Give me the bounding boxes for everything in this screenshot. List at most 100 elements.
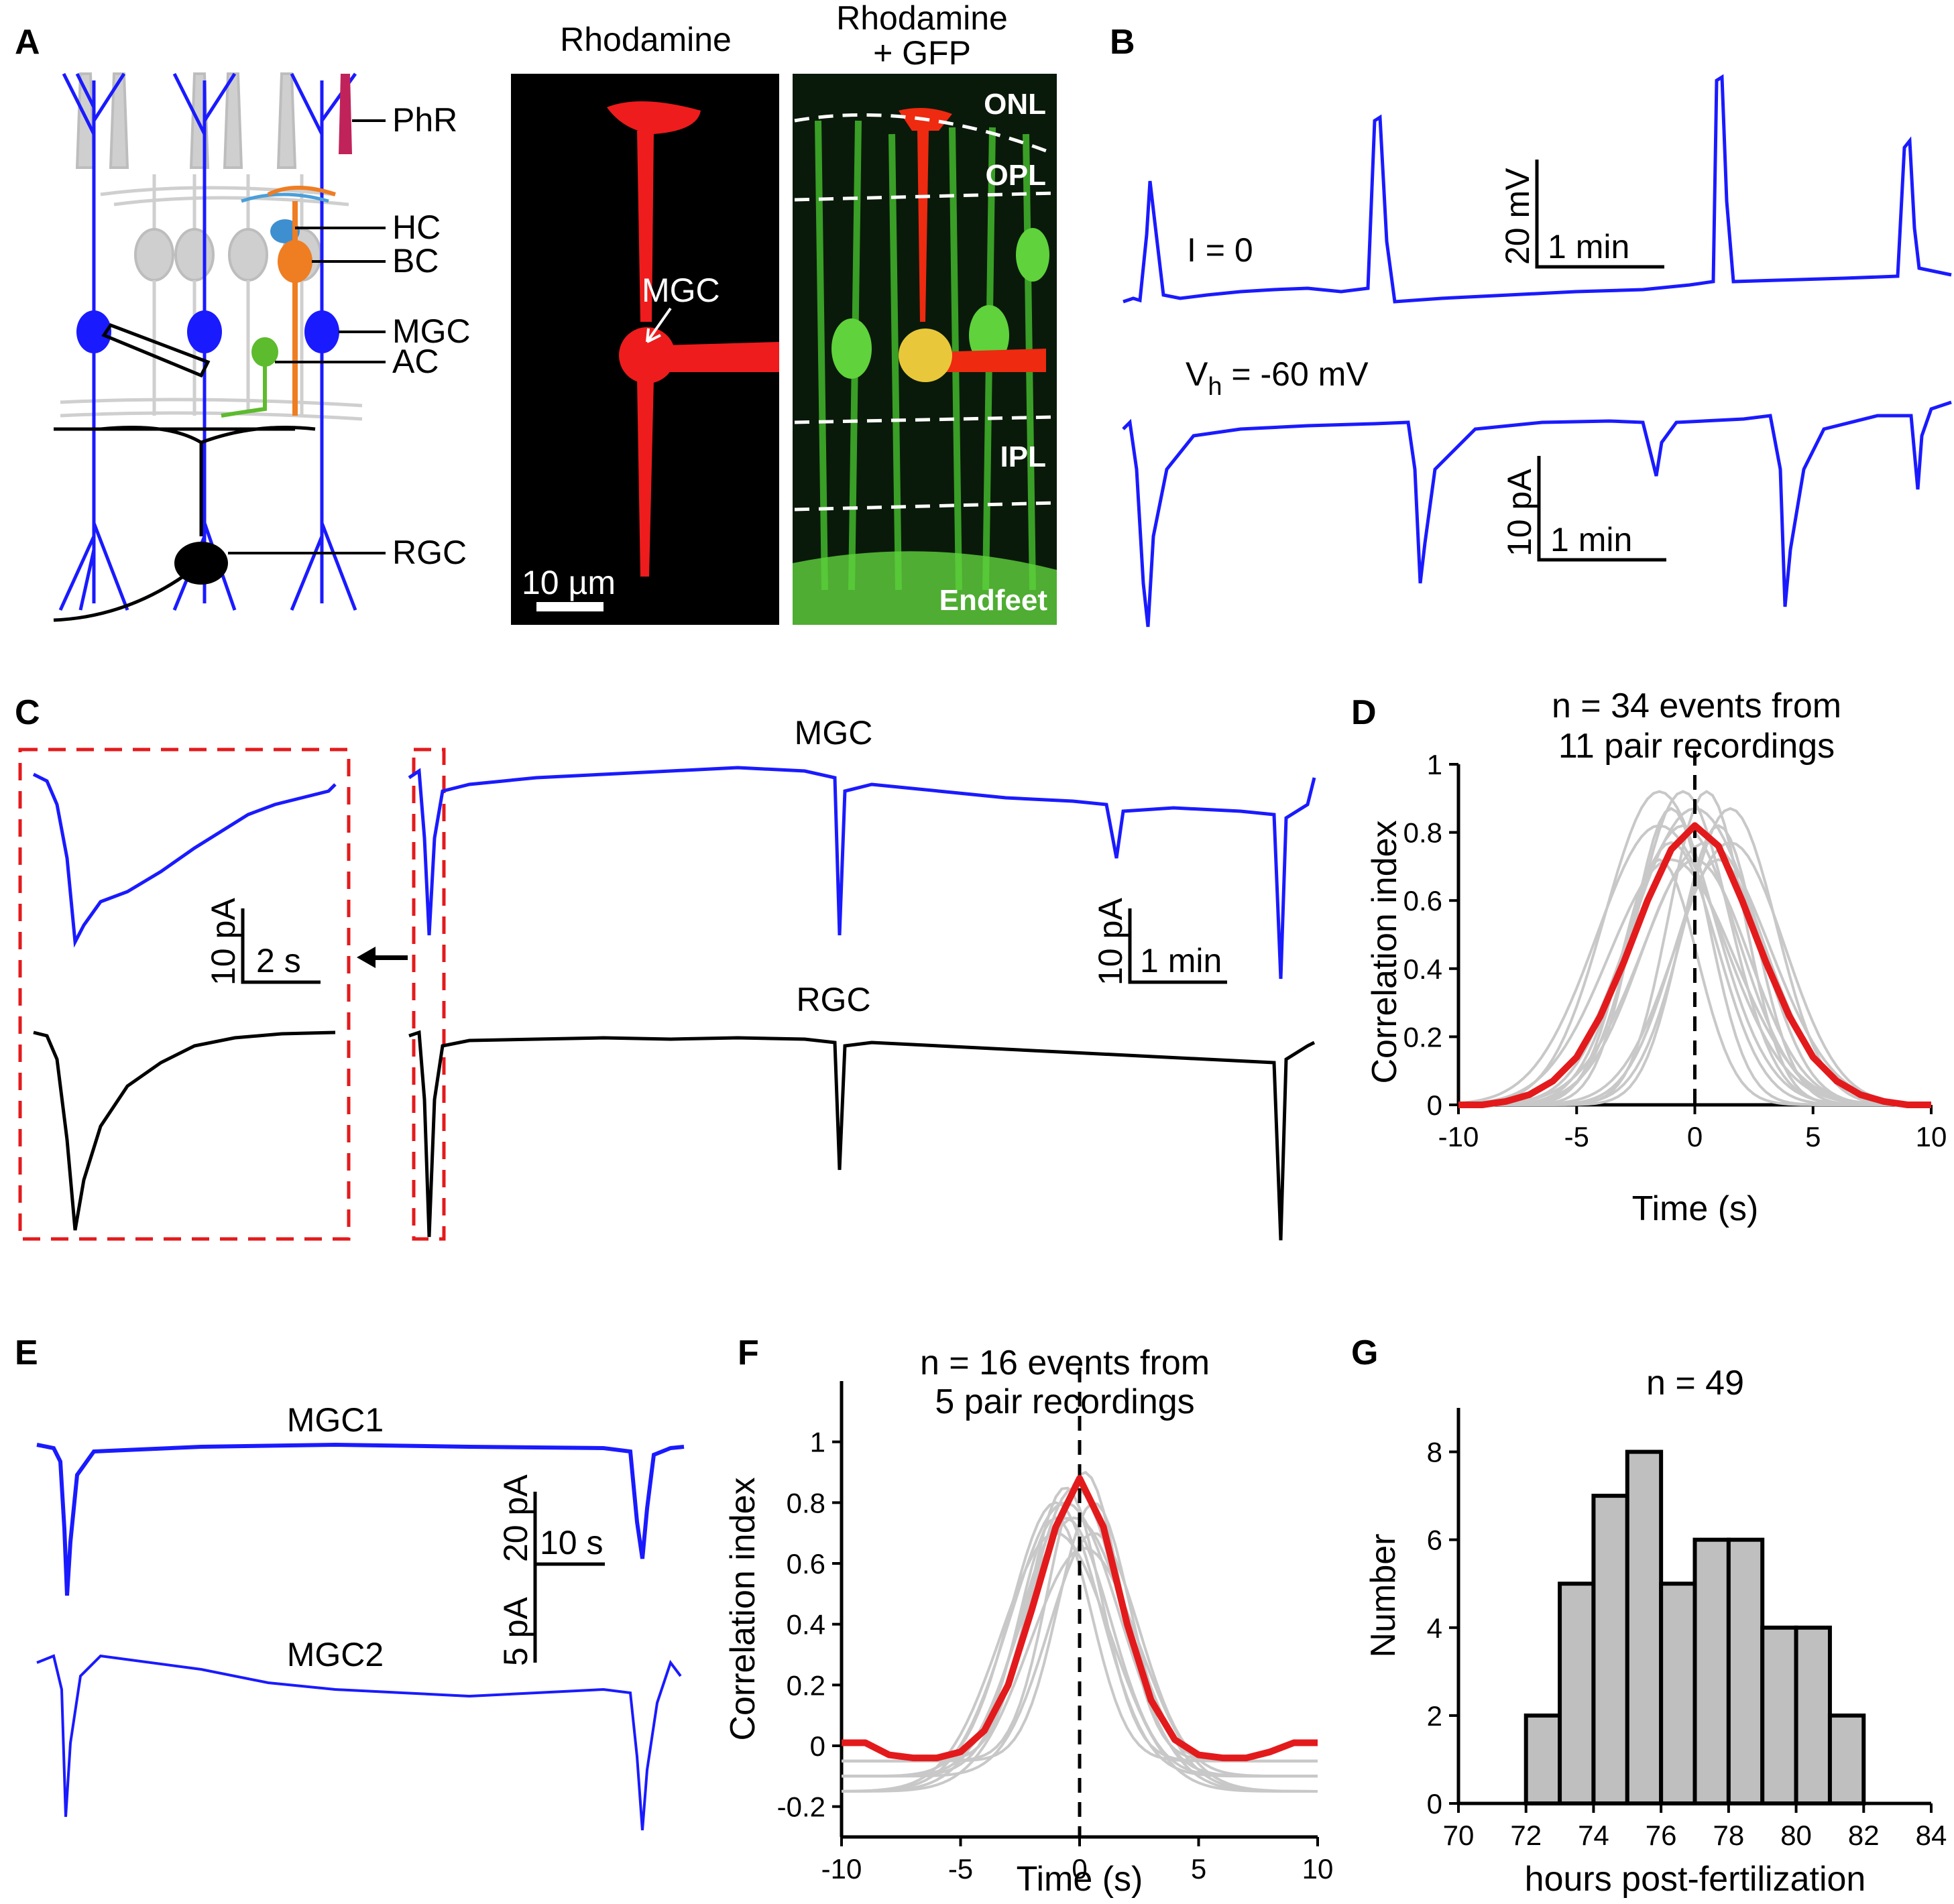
f-xlabel: Time (s) — [1017, 1860, 1143, 1899]
e-scale-y2: 5 pA — [497, 1596, 534, 1666]
chart-g-x-tick-label: 70 — [1443, 1820, 1475, 1851]
chart-f-individual-trace — [841, 1501, 1318, 1793]
chart-g-y-tick-label: 8 — [1427, 1437, 1442, 1468]
chart-d-y-tick-label: 0.6 — [1403, 885, 1442, 916]
b-scale-top-y: 20 mV — [1499, 168, 1536, 265]
b-current-clamp-trace — [1123, 74, 1952, 304]
chart-d-y-tick-label: 0.8 — [1403, 817, 1442, 849]
chart-f-x-tick-label: 5 — [1191, 1853, 1206, 1885]
c-zoom-box — [412, 748, 446, 1241]
panel-label-g: G — [1351, 1333, 1378, 1372]
chart-g-x-tick-label: 72 — [1510, 1820, 1542, 1851]
chart-f-y-tick-label: 0.6 — [787, 1548, 825, 1580]
chart-d-y-tick-label: 0 — [1427, 1089, 1442, 1121]
histogram-bar — [1827, 1713, 1866, 1806]
histogram-bar — [1625, 1449, 1664, 1806]
chart-d-y-tick-label: 0.4 — [1403, 953, 1442, 985]
chart-g-x-tick-label: 74 — [1578, 1820, 1609, 1851]
label-mgc: MGC — [392, 312, 471, 350]
b-scale-bottom-x: 1 min — [1550, 521, 1632, 558]
b-vh-sub: h — [1208, 373, 1222, 401]
merge-title-line2: + GFP — [873, 34, 971, 72]
b-vh-main: V — [1186, 355, 1208, 393]
histogram-bar — [1558, 1582, 1596, 1805]
histogram-bar — [1692, 1537, 1731, 1806]
b-i-zero-label: I = 0 — [1187, 231, 1253, 269]
chart-g-y-tick-label: 0 — [1427, 1788, 1442, 1820]
f-annotation-1: n = 16 events from — [920, 1344, 1210, 1382]
c-inset-mgc-trace — [32, 772, 337, 948]
panel-label-c: C — [15, 693, 40, 732]
chart-f-y-tick-label: 0.8 — [787, 1487, 825, 1519]
label-ac: AC — [392, 343, 439, 380]
histogram-bar — [1760, 1625, 1798, 1806]
chart-f-x-tick-label: -5 — [948, 1853, 973, 1885]
b-vh-value: = -60 mV — [1222, 355, 1369, 393]
d-annotation-1: n = 34 events from — [1552, 687, 1841, 725]
chart-g: n = 49 hours post-fertilization Number 7… — [1364, 1364, 1947, 1899]
merge-title-line1: Rhodamine — [836, 0, 1008, 37]
chart-g-x-tick-label: 82 — [1848, 1820, 1880, 1851]
layer-onl: ONL — [984, 88, 1046, 121]
chart-f-x-tick-label: -10 — [821, 1853, 862, 1885]
c-main-scale-x: 1 min — [1140, 942, 1222, 979]
chart-g-x-tick-label: 78 — [1713, 1820, 1744, 1851]
f-ylabel: Correlation index — [724, 1477, 762, 1740]
rhodamine-title: Rhodamine — [560, 21, 732, 58]
d-xlabel: Time (s) — [1632, 1189, 1759, 1228]
chart-d-x-tick-label: -5 — [1564, 1121, 1589, 1152]
mgc-arrow-label: MGC — [642, 272, 720, 309]
chart-g-x-tick-label: 80 — [1780, 1820, 1812, 1851]
chart-f-y-tick-label: -0.2 — [777, 1791, 825, 1823]
c-inset-scale-y: 10 pA — [205, 898, 242, 986]
chart-f-x-tick-label: 10 — [1302, 1853, 1334, 1885]
layer-endfeet: Endfeet — [939, 584, 1048, 617]
scale-bar-label: 10 µm — [522, 564, 616, 601]
d-ylabel: Correlation index — [1365, 820, 1404, 1083]
chart-d-x-tick-label: 5 — [1805, 1121, 1821, 1152]
e-mgc2-label: MGC2 — [287, 1636, 384, 1673]
histogram-bar — [1591, 1494, 1629, 1805]
chart-d-x-tick-label: 10 — [1916, 1121, 1947, 1152]
panel-label-e: E — [15, 1333, 38, 1372]
layer-opl: OPL — [986, 159, 1046, 192]
chart-f-mean-curve — [842, 1475, 1318, 1762]
panel-label-b: B — [1110, 23, 1135, 62]
chart-g-x-tick-label: 76 — [1646, 1820, 1677, 1851]
c-inset-scale-x: 2 s — [256, 942, 301, 979]
g-annotation: n = 49 — [1646, 1364, 1744, 1403]
chart-f-y-tick-label: 0.4 — [787, 1609, 825, 1641]
e-scale-x: 10 s — [540, 1524, 604, 1561]
panel-label-f: F — [738, 1333, 759, 1372]
chart-d-x-tick-label: 0 — [1687, 1121, 1703, 1152]
histogram-bar — [1659, 1582, 1697, 1805]
b-scale-top-x: 1 min — [1548, 228, 1629, 265]
b-scale-bottom-y: 10 pA — [1501, 469, 1538, 556]
chart-f-y-tick-label: 0 — [810, 1730, 825, 1762]
c-main-scale-y: 10 pA — [1092, 898, 1129, 986]
g-xlabel: hours post-fertilization — [1525, 1860, 1866, 1899]
chart-d-y-tick-label: 0.2 — [1403, 1021, 1442, 1053]
chart-g-x-tick-label: 84 — [1916, 1820, 1947, 1851]
panel-label-d: D — [1351, 693, 1377, 732]
chart-d: n = 34 events from 11 pair recordings Ti… — [1365, 687, 1947, 1228]
chart-g-y-tick-label: 4 — [1427, 1612, 1442, 1644]
c-arrow-left — [357, 947, 408, 968]
merge-image: ONL OPL IPL Endfeet — [793, 74, 1057, 625]
c-mgc-label: MGC — [795, 714, 873, 752]
rhodamine-image: MGC 10 µm — [511, 74, 779, 625]
g-ylabel: Number — [1364, 1534, 1403, 1658]
chart-d-mean-curve — [1458, 822, 1931, 1108]
label-rgc: RGC — [392, 534, 467, 571]
layer-ipl: IPL — [1000, 440, 1046, 473]
e-mgc1-label: MGC1 — [287, 1401, 384, 1439]
e-scale-y1: 20 pA — [497, 1474, 534, 1562]
chart-f-y-tick-label: 1 — [810, 1427, 825, 1458]
b-voltage-clamp-trace — [1122, 400, 1952, 628]
chart-d-x-tick-label: -10 — [1438, 1121, 1479, 1152]
c-inset-rgc-trace — [33, 1030, 336, 1231]
chart-d-y-tick-label: 1 — [1427, 749, 1442, 780]
histogram-bar — [1794, 1625, 1832, 1806]
chart-d-individual-trace — [1458, 824, 1932, 1106]
